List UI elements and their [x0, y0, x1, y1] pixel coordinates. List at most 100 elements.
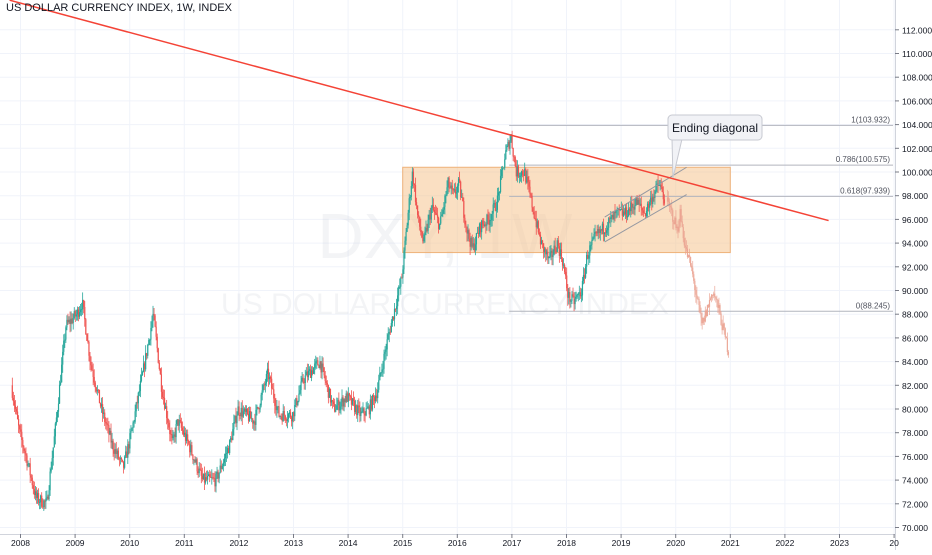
- candle-body: [257, 406, 259, 409]
- time-tick-label: 2011: [175, 538, 194, 548]
- projected-candle-body: [715, 297, 717, 299]
- candle-body: [137, 392, 139, 404]
- candle-body: [231, 437, 233, 441]
- candle-body: [345, 393, 347, 403]
- candle-body: [287, 414, 290, 420]
- candle-body: [651, 197, 653, 204]
- candle-body: [376, 395, 378, 399]
- price-tick-label: 84.000: [902, 357, 928, 367]
- candle-body: [478, 223, 481, 235]
- candle-body: [569, 292, 571, 302]
- time-axis[interactable]: 2008 2009 2010 2011 2012 2013 2014 2015 2016 2017…: [0, 534, 899, 548]
- candle-body: [149, 339, 151, 341]
- candle-body: [443, 206, 445, 210]
- candle-body: [271, 378, 273, 389]
- candle-body: [577, 293, 579, 296]
- candle-body: [223, 458, 226, 463]
- trendline[interactable]: [9, 0, 829, 222]
- candle-body: [190, 445, 192, 453]
- candle-body: [624, 207, 627, 215]
- candle-body: [70, 318, 72, 324]
- time-tick-label: 2009: [66, 538, 85, 548]
- candle-body: [340, 402, 342, 407]
- candle-body: [220, 465, 222, 469]
- candle-body: [90, 361, 92, 366]
- candle-body: [40, 495, 42, 503]
- candle-body: [440, 216, 442, 224]
- price-tick-label: 70.000: [902, 523, 928, 533]
- candle-body: [585, 266, 587, 278]
- candle-body: [645, 211, 648, 216]
- candle-body: [635, 197, 637, 206]
- candle-body: [519, 175, 522, 177]
- candle-body: [136, 402, 138, 404]
- price-axis[interactable]: 112.000 110.000 108.000 106.000 104.000 102.0…: [895, 0, 932, 550]
- candle-body: [415, 202, 418, 206]
- candle-body: [222, 462, 224, 467]
- ending-diagonal-callout[interactable]: Ending diagonal: [667, 114, 763, 179]
- candle-body: [273, 389, 275, 399]
- candle-body: [402, 269, 404, 278]
- candle-body: [36, 493, 39, 499]
- candle-body: [634, 205, 636, 210]
- candle-body: [341, 397, 343, 403]
- candle-body: [118, 458, 121, 460]
- candle-body: [658, 185, 660, 186]
- candle-body: [159, 368, 161, 375]
- candle-body: [169, 427, 171, 435]
- candle-body: [84, 307, 86, 320]
- candle-body: [397, 295, 399, 307]
- candle-body: [11, 385, 13, 398]
- consolidation-rectangle[interactable]: [402, 166, 731, 254]
- candle-body: [558, 246, 560, 256]
- candle-body: [444, 195, 446, 207]
- candle-body: [490, 220, 492, 221]
- candle-body: [590, 244, 592, 246]
- candle-body: [166, 406, 168, 419]
- candle-body: [303, 381, 305, 384]
- candle-body: [135, 402, 137, 412]
- candle-body: [510, 136, 512, 141]
- candle-body: [423, 234, 425, 242]
- projected-candle-body: [693, 274, 695, 281]
- candle-body: [571, 294, 573, 301]
- candle-body: [386, 339, 388, 350]
- candle-body: [105, 421, 107, 424]
- candle-body: [219, 465, 221, 473]
- candle-body: [363, 408, 365, 415]
- candle-body: [302, 377, 304, 382]
- candle-body: [34, 491, 37, 495]
- candle-body: [609, 218, 611, 220]
- projected-candle-body: [703, 317, 705, 322]
- candle-body: [646, 203, 649, 212]
- fib-level-label: 0(88.245): [856, 301, 891, 310]
- candle-body: [453, 189, 455, 191]
- projected-candle-body: [721, 324, 723, 331]
- candle-body: [180, 421, 182, 428]
- time-tick-label: 2014: [339, 538, 358, 548]
- candle-body: [631, 202, 633, 208]
- candle-body: [116, 450, 118, 454]
- projected-candle-body: [717, 299, 719, 308]
- candle-body: [99, 403, 102, 407]
- candle-body: [608, 218, 610, 228]
- projected-candle-body: [676, 226, 678, 229]
- candle-body: [48, 490, 50, 500]
- candle-body: [387, 334, 389, 340]
- candle-body: [405, 231, 407, 241]
- candle-body: [329, 388, 332, 403]
- candle-body: [477, 232, 480, 235]
- candle-body: [224, 453, 227, 459]
- candle-body: [602, 223, 605, 235]
- candle-body: [138, 391, 140, 393]
- candle-body: [315, 361, 317, 364]
- candle-body: [604, 232, 607, 234]
- candle-body: [286, 419, 289, 421]
- candle-body: [565, 271, 567, 276]
- candle-body: [464, 217, 466, 225]
- candle-body: [469, 238, 471, 247]
- candle-body: [134, 411, 136, 422]
- candle-body: [534, 218, 536, 219]
